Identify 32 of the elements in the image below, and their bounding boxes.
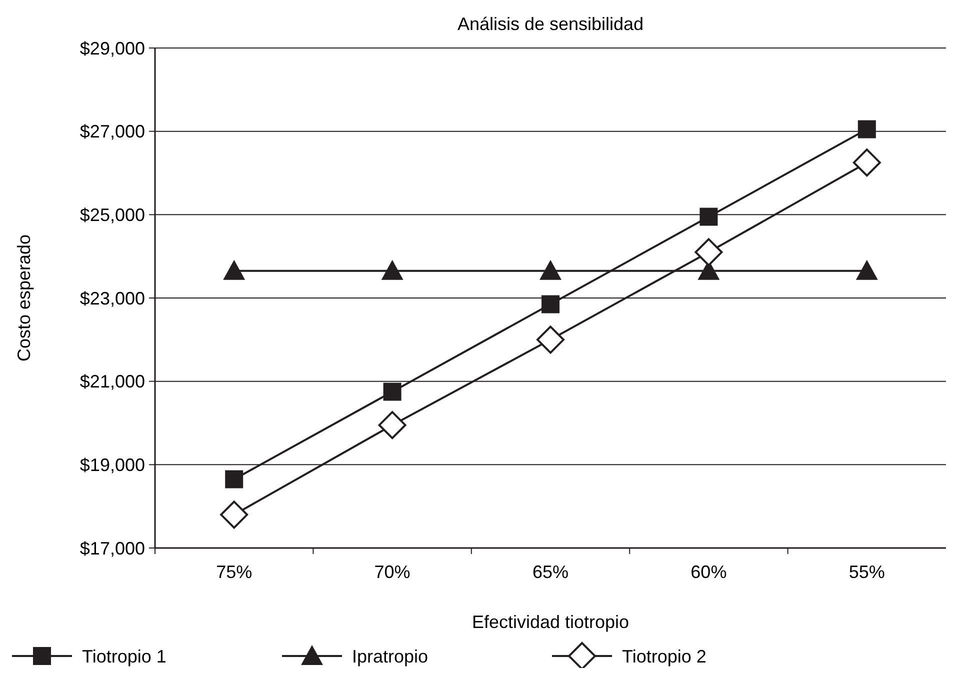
x-axis-title: Efectividad tiotropio <box>472 612 630 632</box>
point <box>220 500 248 529</box>
point <box>700 208 718 226</box>
legend-label: Tiotropio 1 <box>82 646 166 666</box>
x-tick-label: 70% <box>374 562 410 582</box>
point <box>225 470 244 488</box>
y-tick-label: $23,000 <box>80 288 145 308</box>
point <box>540 260 562 280</box>
point <box>856 260 878 280</box>
point <box>378 411 406 440</box>
x-tick-label: 60% <box>690 562 727 582</box>
legend-label: Ipratropio <box>352 646 428 666</box>
y-tick-label: $27,000 <box>80 122 145 142</box>
y-tick-label: $29,000 <box>80 38 145 58</box>
point <box>536 326 564 354</box>
point <box>383 382 402 401</box>
y-tick-label: $21,000 <box>80 372 145 392</box>
x-tick-label: 75% <box>216 562 252 582</box>
point <box>694 238 723 266</box>
y-tick-label: $19,000 <box>80 454 145 475</box>
x-tick-label: 55% <box>848 562 885 582</box>
point <box>542 295 560 314</box>
chart-title: Análisis de sensibilidad <box>457 14 644 34</box>
point <box>852 148 881 177</box>
legend-label: Tiotropio 2 <box>622 646 706 666</box>
point <box>381 260 404 280</box>
point <box>223 260 246 280</box>
point <box>858 120 876 138</box>
y-tick-label: $17,000 <box>80 538 145 558</box>
x-tick-label: 65% <box>532 562 569 582</box>
y-tick-label: $25,000 <box>80 204 145 225</box>
y-axis-title: Costo esperado <box>14 234 34 362</box>
